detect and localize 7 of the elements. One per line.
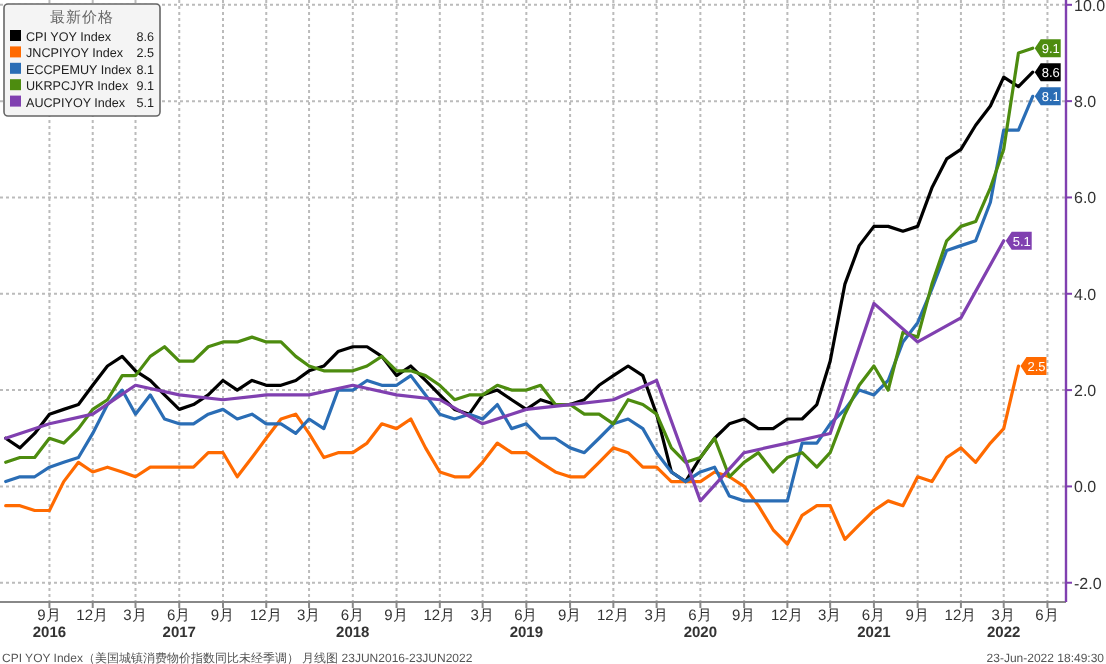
y-tick-label: -2.0 xyxy=(1074,574,1103,593)
y-tick-label: 6.0 xyxy=(1074,189,1098,208)
y-tick-label: 4.0 xyxy=(1074,285,1098,304)
y-tick-label: 8.0 xyxy=(1074,93,1098,112)
y-tick-label: 10.0 xyxy=(1074,0,1106,15)
y-tick-label: 0.0 xyxy=(1074,478,1098,497)
y-tick-label: 2.0 xyxy=(1074,382,1098,401)
